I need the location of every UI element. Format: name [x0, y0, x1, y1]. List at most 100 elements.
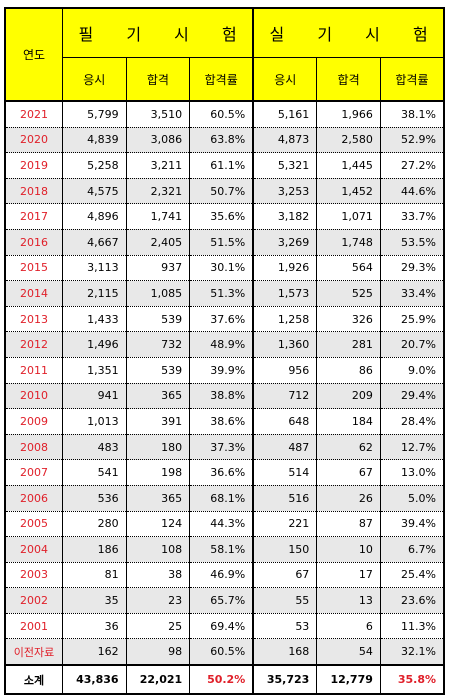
- practical-passed-header: 합격: [316, 57, 381, 102]
- year-cell: 2008: [4, 433, 63, 461]
- written-pass-rate-cell: 51.5%: [189, 228, 254, 256]
- written-pass-rate-cell: 39.9%: [189, 356, 254, 384]
- written-passed-cell: 3,086: [125, 126, 191, 154]
- practical-passed-cell: 17: [316, 561, 381, 589]
- year-cell: 2002: [4, 587, 63, 614]
- practical-passed-cell: 1,748: [316, 228, 381, 256]
- practical-passed-cell: 1,445: [316, 152, 381, 179]
- written-applicants-cell: 541: [62, 459, 127, 486]
- written-applicants-cell: 5,258: [62, 152, 127, 179]
- written-passed-cell: 391: [125, 408, 191, 435]
- subtotal-practical-pass-rate: 35.8%: [379, 664, 445, 695]
- practical-applicants-cell: 514: [252, 459, 318, 486]
- table-row: 2006 536 365 68.1% 516 26 5.0%: [4, 484, 445, 512]
- practical-passed-cell: 525: [316, 280, 381, 307]
- written-passed-cell: 23: [125, 587, 191, 614]
- written-applicants-cell: 5,799: [62, 100, 127, 128]
- subtotal-written-applicants: 43,836: [62, 664, 127, 695]
- written-applicants-cell: 4,575: [62, 177, 127, 205]
- year-cell: 2019: [4, 152, 63, 179]
- written-pass-rate-cell: 60.5%: [189, 638, 254, 666]
- written-applicants-cell: 4,896: [62, 203, 127, 230]
- year-cell: 2007: [4, 459, 63, 486]
- written-applicants-header: 응시: [62, 57, 127, 102]
- written-pass-rate-cell: 37.6%: [189, 305, 254, 333]
- subtotal-practical-applicants: 35,723: [252, 664, 318, 695]
- subtotal-label: 소계: [4, 664, 63, 695]
- written-pass-rate-header: 합격률: [189, 57, 254, 102]
- practical-applicants-header: 응시: [252, 57, 318, 102]
- practical-pass-rate-header: 합격률: [379, 57, 445, 102]
- written-passed-cell: 2,321: [125, 177, 191, 205]
- year-cell: 2009: [4, 408, 63, 435]
- table-row: 2019 5,258 3,211 61.1% 5,321 1,445 27.2%: [4, 152, 445, 179]
- practical-passed-cell: 1,966: [316, 100, 381, 128]
- year-cell: 2001: [4, 612, 63, 640]
- table-row: 2008 483 180 37.3% 487 62 12.7%: [4, 433, 445, 461]
- table-row: 2011 1,351 539 39.9% 956 86 9.0%: [4, 356, 445, 384]
- practical-applicants-cell: 516: [252, 484, 318, 512]
- practical-applicants-cell: 648: [252, 408, 318, 435]
- practical-pass-rate-cell: 33.4%: [379, 280, 445, 307]
- written-pass-rate-cell: 63.8%: [189, 126, 254, 154]
- year-cell: 2017: [4, 203, 63, 230]
- year-cell: 2006: [4, 484, 63, 512]
- written-passed-cell: 38: [125, 561, 191, 589]
- table-row: 2020 4,839 3,086 63.8% 4,873 2,580 52.9%: [4, 126, 445, 154]
- practical-passed-cell: 1,071: [316, 203, 381, 230]
- written-applicants-cell: 81: [62, 561, 127, 589]
- practical-pass-rate-cell: 11.3%: [379, 612, 445, 640]
- practical-pass-rate-cell: 33.7%: [379, 203, 445, 230]
- written-passed-cell: 1,741: [125, 203, 191, 230]
- practical-applicants-cell: 150: [252, 536, 318, 563]
- year-cell: 2013: [4, 305, 63, 333]
- practical-applicants-cell: 168: [252, 638, 318, 666]
- practical-applicants-cell: 3,253: [252, 177, 318, 205]
- written-pass-rate-cell: 38.8%: [189, 382, 254, 410]
- year-cell: 2011: [4, 356, 63, 384]
- practical-applicants-cell: 67: [252, 561, 318, 589]
- written-applicants-cell: 280: [62, 510, 127, 538]
- practical-pass-rate-cell: 27.2%: [379, 152, 445, 179]
- table-row: 2018 4,575 2,321 50.7% 3,253 1,452 44.6%: [4, 177, 445, 205]
- year-cell: 2010: [4, 382, 63, 410]
- practical-pass-rate-cell: 25.9%: [379, 305, 445, 333]
- written-pass-rate-cell: 35.6%: [189, 203, 254, 230]
- practical-passed-cell: 10: [316, 536, 381, 563]
- practical-passed-cell: 87: [316, 510, 381, 538]
- table-row: 이전자료 162 98 60.5% 168 54 32.1%: [4, 638, 445, 666]
- written-applicants-cell: 1,433: [62, 305, 127, 333]
- practical-pass-rate-cell: 9.0%: [379, 356, 445, 384]
- practical-pass-rate-cell: 12.7%: [379, 433, 445, 461]
- practical-passed-cell: 281: [316, 331, 381, 358]
- written-pass-rate-cell: 37.3%: [189, 433, 254, 461]
- practical-pass-rate-cell: 20.7%: [379, 331, 445, 358]
- subtotal-written-pass-rate: 50.2%: [189, 664, 254, 695]
- table-row: 2021 5,799 3,510 60.5% 5,161 1,966 38.1%: [4, 100, 445, 128]
- table-row: 2003 81 38 46.9% 67 17 25.4%: [4, 561, 445, 589]
- written-pass-rate-cell: 65.7%: [189, 587, 254, 614]
- written-pass-rate-cell: 51.3%: [189, 280, 254, 307]
- practical-passed-cell: 2,580: [316, 126, 381, 154]
- written-passed-cell: 3,211: [125, 152, 191, 179]
- written-passed-cell: 1,085: [125, 280, 191, 307]
- written-pass-rate-cell: 46.9%: [189, 561, 254, 589]
- year-cell: 2014: [4, 280, 63, 307]
- practical-passed-cell: 54: [316, 638, 381, 666]
- table-row: 2014 2,115 1,085 51.3% 1,573 525 33.4%: [4, 280, 445, 307]
- written-pass-rate-cell: 68.1%: [189, 484, 254, 512]
- practical-pass-rate-cell: 25.4%: [379, 561, 445, 589]
- written-pass-rate-cell: 48.9%: [189, 331, 254, 358]
- table-body: 2021 5,799 3,510 60.5% 5,161 1,966 38.1% 2020 4,…: [4, 100, 445, 695]
- year-cell: 2015: [4, 254, 63, 282]
- practical-passed-cell: 67: [316, 459, 381, 486]
- table-row: 2001 36 25 69.4% 53 6 11.3%: [4, 612, 445, 640]
- practical-applicants-cell: 1,926: [252, 254, 318, 282]
- practical-pass-rate-cell: 28.4%: [379, 408, 445, 435]
- table-row: 2012 1,496 732 48.9% 1,360 281 20.7%: [4, 331, 445, 358]
- practical-passed-cell: 326: [316, 305, 381, 333]
- written-pass-rate-cell: 38.6%: [189, 408, 254, 435]
- practical-applicants-cell: 4,873: [252, 126, 318, 154]
- written-applicants-cell: 4,667: [62, 228, 127, 256]
- written-passed-cell: 2,405: [125, 228, 191, 256]
